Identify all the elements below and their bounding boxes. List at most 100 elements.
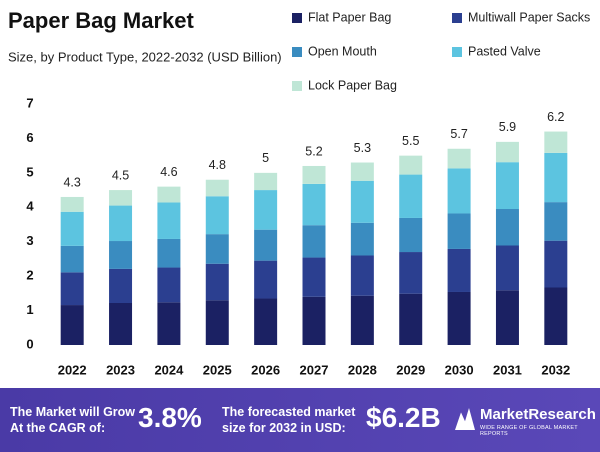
bar-segment (109, 205, 133, 242)
bar-segment (447, 213, 471, 249)
total-label: 5.7 (450, 127, 467, 141)
bar-segment (495, 209, 519, 246)
x-tick-label: 2029 (396, 362, 425, 377)
bar-segment (157, 267, 181, 303)
bar-segment (60, 305, 84, 345)
bar-segment (205, 196, 229, 235)
bar-segment (302, 165, 326, 184)
bar-segment (205, 263, 229, 301)
legend-label: Pasted Valve (468, 44, 541, 58)
bar-segment (302, 296, 326, 345)
bar-segment (205, 300, 229, 345)
bar-segment (350, 222, 374, 256)
bar-segment (60, 245, 84, 273)
bar-segment (447, 148, 471, 169)
bar-segment (399, 155, 423, 175)
y-tick-label: 7 (26, 95, 33, 110)
bar-segment (302, 183, 326, 226)
bar-segment (495, 245, 519, 291)
bar-segment (350, 180, 374, 223)
bar-segment (399, 174, 423, 218)
bar-segment (254, 172, 278, 191)
forecast-value: $6.2B (366, 402, 441, 433)
y-tick-label: 3 (26, 233, 33, 248)
y-tick-label: 6 (26, 130, 33, 145)
bar-segment (447, 248, 471, 292)
bar-segment (60, 272, 84, 306)
tagline: WIDE RANGE OF GLOBAL MARKET REPORTS (480, 425, 578, 437)
bar-segment (157, 302, 181, 345)
x-tick-label: 2025 (203, 362, 232, 377)
y-tick-label: 1 (26, 302, 33, 317)
x-tick-label: 2031 (493, 362, 522, 377)
bar-segment (109, 268, 133, 303)
y-tick-label: 0 (26, 336, 33, 351)
cagr-value: 3.8% (138, 402, 202, 433)
legend-swatch (292, 81, 302, 91)
bar-segment (495, 162, 519, 210)
bar-segment (544, 202, 568, 241)
legend-swatch (292, 13, 302, 23)
chart-title: Paper Bag Market (8, 8, 195, 33)
legend-swatch (452, 13, 462, 23)
bar-segment (544, 152, 568, 203)
total-label: 6.2 (547, 110, 564, 124)
bar-segment (157, 186, 181, 203)
bar-segment (254, 229, 278, 261)
brand-logo (455, 408, 475, 430)
chart: Paper Bag Market Size, by Product Type, … (8, 8, 590, 378)
x-tick-label: 2026 (251, 362, 280, 377)
x-tick-label: 2023 (106, 362, 135, 377)
total-label: 5.9 (499, 120, 516, 134)
legend-label: Multiwall Paper Sacks (468, 10, 590, 24)
y-tick-label: 2 (26, 268, 33, 283)
legend-label: Open Mouth (308, 44, 377, 58)
bar-segment (544, 287, 568, 345)
legend-label: Flat Paper Bag (308, 10, 391, 24)
bar-segment (109, 302, 133, 345)
bar-segment (254, 260, 278, 299)
y-tick-label: 5 (26, 164, 33, 179)
bar-segment (302, 225, 326, 258)
bar-segment (109, 241, 133, 269)
total-label: 4.5 (112, 168, 129, 182)
bar-segment (302, 257, 326, 297)
bar-segment (60, 196, 84, 212)
bar-segment (447, 291, 471, 345)
bar-segment (205, 234, 229, 264)
chart-subtitle: Size, by Product Type, 2022-2032 (USD Bi… (8, 49, 282, 64)
forecast-text: The forecasted market size for 2032 in U… (222, 405, 356, 435)
bar-segment (60, 211, 84, 246)
bar-segment (157, 238, 181, 268)
x-tick-label: 2032 (541, 362, 570, 377)
total-label: 5.2 (305, 144, 322, 158)
bar-segment (254, 190, 278, 230)
legend-swatch (452, 47, 462, 57)
cagr-text: The Market will Grow At the CAGR of: (10, 405, 136, 435)
y-tick-label: 4 (26, 199, 34, 214)
bar-segment (157, 202, 181, 239)
bar-segment (544, 131, 568, 153)
bar-segment (109, 190, 133, 206)
legend-label: Lock Paper Bag (308, 78, 397, 92)
bar-segment (447, 168, 471, 214)
x-tick-label: 2022 (58, 362, 87, 377)
bar-segment (350, 255, 374, 296)
bar-segment (544, 240, 568, 288)
total-label: 4.8 (209, 158, 226, 172)
total-label: 4.6 (160, 165, 177, 179)
bar-segment (399, 293, 423, 345)
bar-segment (495, 290, 519, 345)
bar-segment (350, 162, 374, 181)
legend-swatch (292, 47, 302, 57)
total-label: 5 (262, 151, 269, 165)
bar-segment (399, 217, 423, 253)
x-tick-label: 2027 (300, 362, 329, 377)
x-tick-label: 2024 (154, 362, 184, 377)
footer-banner: The Market will Grow At the CAGR of: 3.8… (0, 388, 600, 452)
bar-segment (495, 141, 519, 163)
bar-segment (399, 252, 423, 294)
bar-segment (205, 179, 229, 197)
x-tick-label: 2030 (445, 362, 474, 377)
